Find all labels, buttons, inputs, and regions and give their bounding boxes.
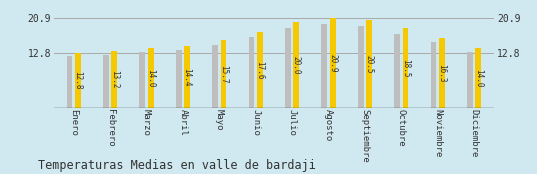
Bar: [475, 48, 481, 108]
Text: 13.2: 13.2: [110, 70, 119, 89]
Text: 20.9: 20.9: [328, 54, 337, 72]
Bar: [75, 53, 81, 108]
Bar: [140, 52, 145, 108]
Text: 18.5: 18.5: [401, 59, 410, 77]
Bar: [439, 38, 445, 108]
Bar: [431, 42, 437, 108]
Bar: [249, 37, 255, 108]
Bar: [321, 24, 327, 108]
Bar: [103, 55, 109, 108]
Bar: [403, 28, 408, 108]
Text: 14.0: 14.0: [474, 69, 483, 87]
Text: 14.4: 14.4: [183, 68, 192, 86]
Bar: [467, 52, 473, 108]
Bar: [212, 45, 218, 108]
Bar: [148, 48, 154, 108]
Bar: [366, 20, 372, 108]
Text: 20.5: 20.5: [365, 55, 374, 73]
Bar: [111, 51, 117, 108]
Bar: [330, 18, 336, 108]
Bar: [293, 22, 299, 108]
Text: 14.0: 14.0: [146, 69, 155, 87]
Text: 17.6: 17.6: [256, 61, 264, 79]
Bar: [176, 50, 182, 108]
Bar: [285, 27, 291, 108]
Text: 20.0: 20.0: [292, 56, 301, 74]
Text: 12.8: 12.8: [74, 71, 82, 90]
Text: Temperaturas Medias en valle de bardaji: Temperaturas Medias en valle de bardaji: [38, 159, 315, 172]
Bar: [394, 34, 400, 108]
Bar: [358, 26, 364, 108]
Bar: [221, 41, 227, 108]
Bar: [257, 32, 263, 108]
Bar: [67, 57, 72, 108]
Text: 15.7: 15.7: [219, 65, 228, 83]
Bar: [184, 46, 190, 108]
Text: 16.3: 16.3: [437, 64, 446, 82]
